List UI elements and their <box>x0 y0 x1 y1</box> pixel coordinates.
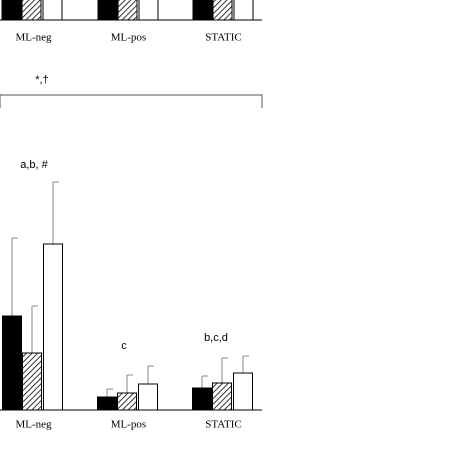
annotation: b,c,d <box>204 332 228 344</box>
x-tick-label: ML-pos <box>111 32 146 44</box>
bar <box>22 352 42 411</box>
bar <box>192 387 212 411</box>
annotation: a,b, # <box>20 159 48 171</box>
x-tick-label: ML-pos <box>111 419 146 431</box>
bracket-label: *,† <box>35 74 48 86</box>
bar <box>212 382 232 411</box>
x-tick-label: ML-neg <box>15 32 52 44</box>
annotation: c <box>121 340 127 352</box>
bar <box>233 372 253 411</box>
bracket <box>0 94 263 108</box>
bar <box>43 243 63 411</box>
bar <box>138 383 158 411</box>
x-tick-label: STATIC <box>205 32 241 44</box>
top-chart <box>0 0 262 21</box>
bar <box>97 396 117 411</box>
bar <box>117 392 137 411</box>
bar <box>2 315 22 411</box>
x-tick-label: STATIC <box>205 419 241 431</box>
cropped-bars <box>1 0 254 21</box>
x-tick-label: ML-neg <box>15 419 52 431</box>
